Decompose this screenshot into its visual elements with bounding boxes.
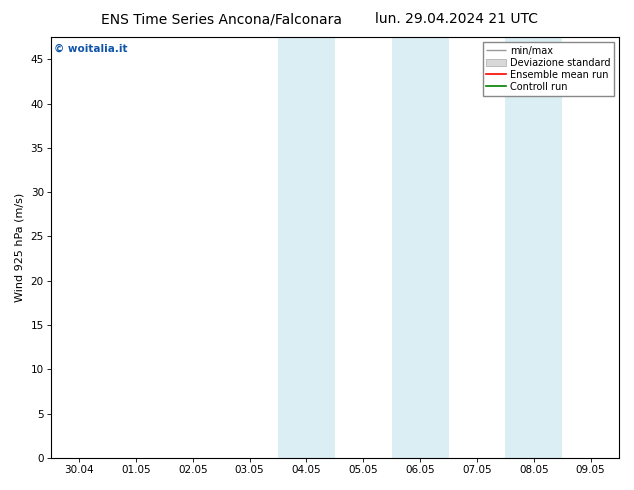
Text: lun. 29.04.2024 21 UTC: lun. 29.04.2024 21 UTC [375,12,538,26]
Bar [392,37,448,458]
Bar [505,37,562,458]
Y-axis label: Wind 925 hPa (m/s): Wind 925 hPa (m/s) [15,193,25,302]
Text: ENS Time Series Ancona/Falconara: ENS Time Series Ancona/Falconara [101,12,342,26]
Bar [278,37,335,458]
Legend: min/max, Deviazione standard, Ensemble mean run, Controll run: min/max, Deviazione standard, Ensemble m… [482,42,614,96]
Text: © woitalia.it: © woitalia.it [54,44,127,53]
